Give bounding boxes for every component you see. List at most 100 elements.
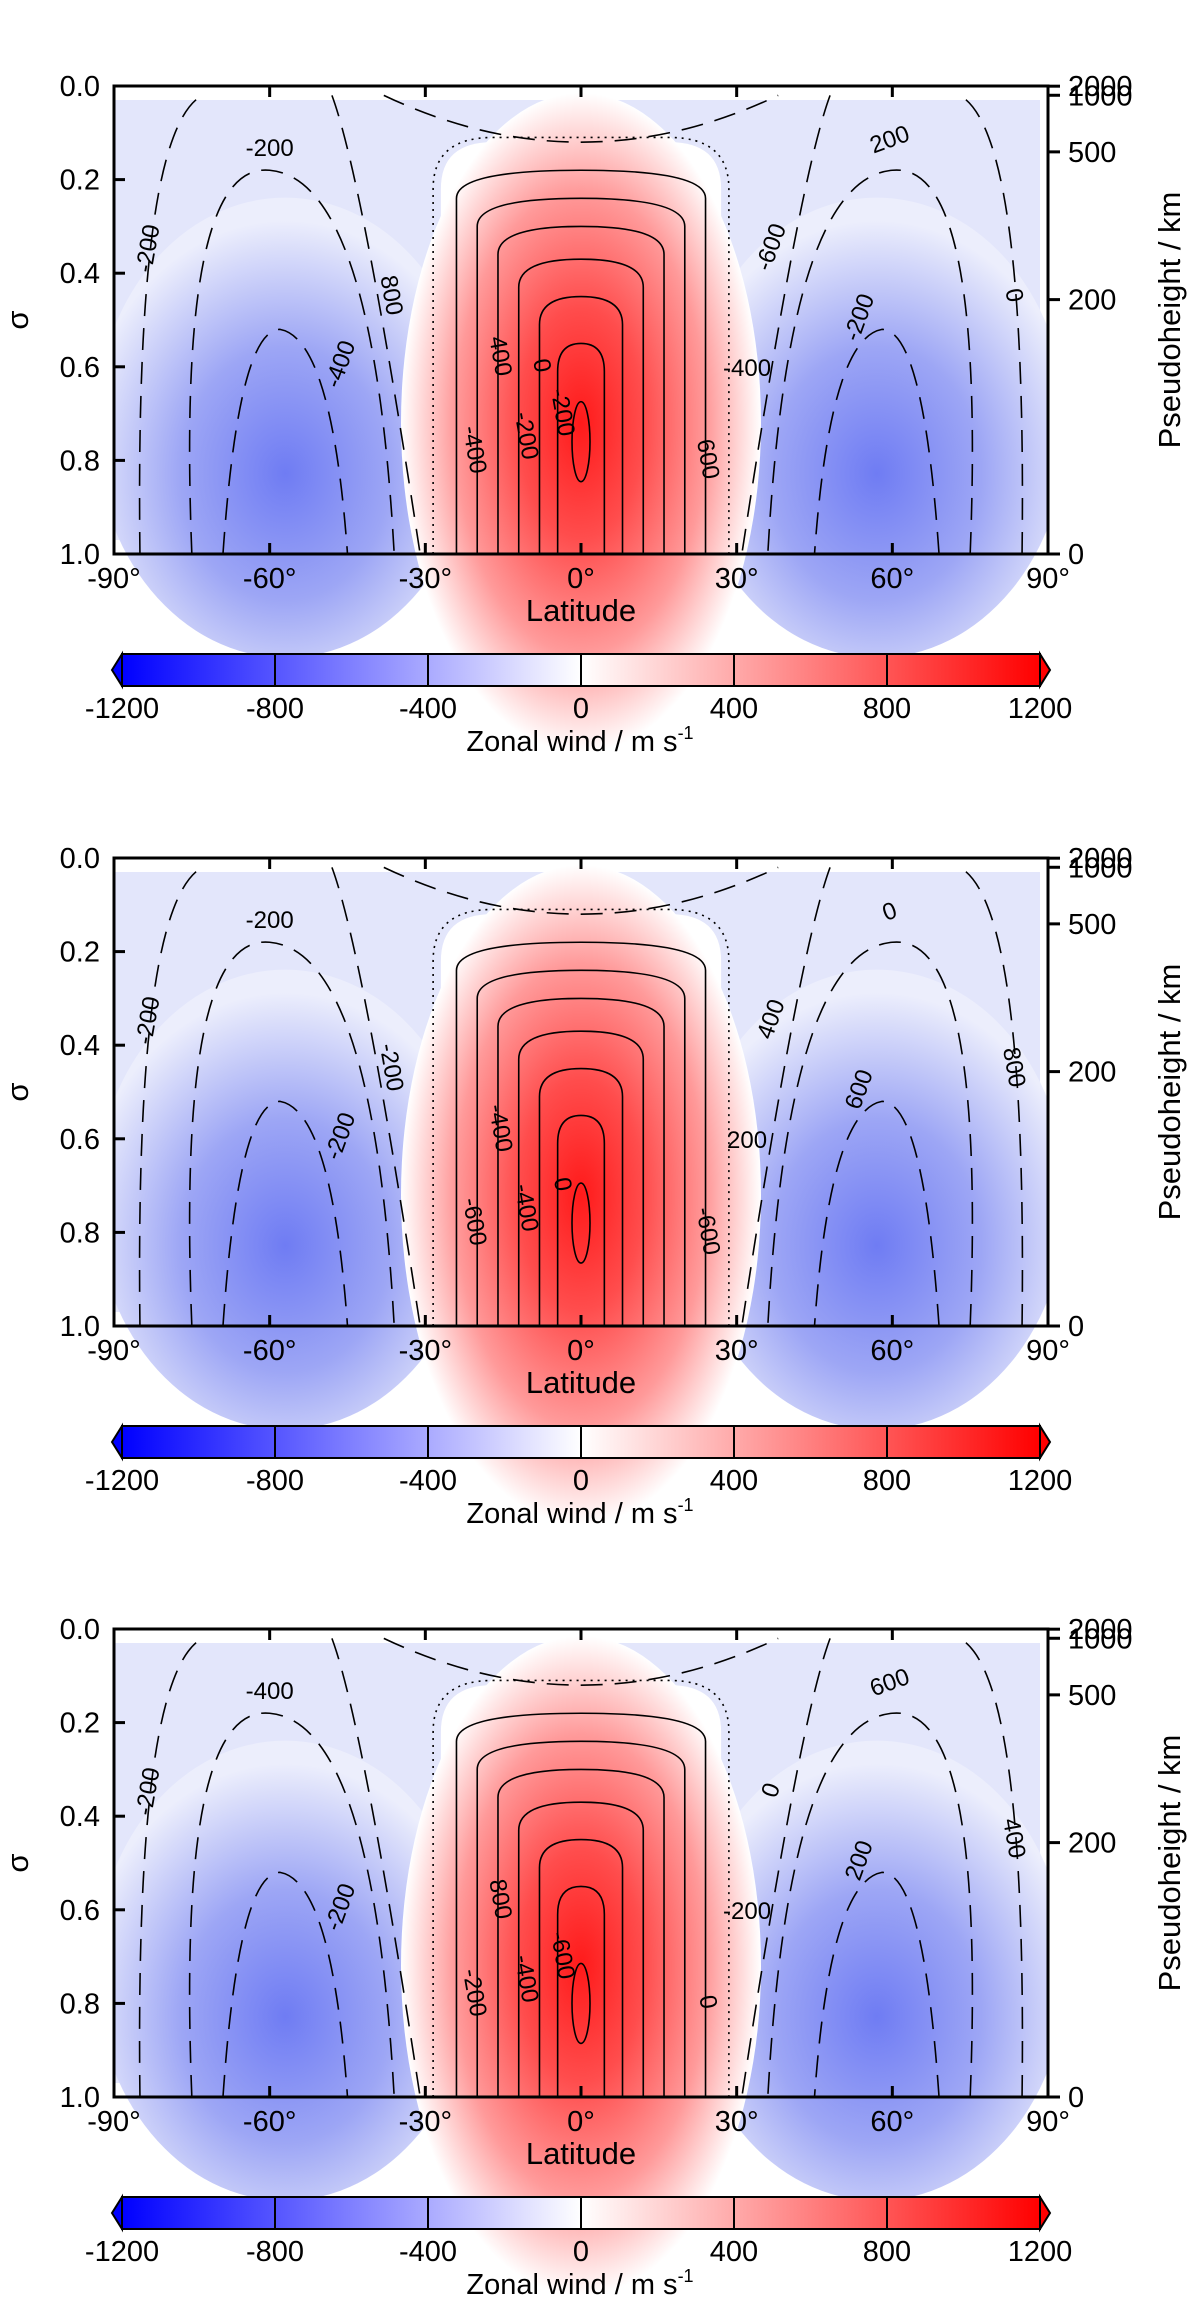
contour-label: -200 — [723, 1898, 771, 1925]
contour-label: -200 — [246, 907, 294, 934]
y2-tick-label: 500 — [1068, 909, 1116, 941]
contour-westerly-4 — [517, 1030, 645, 1326]
x-tick-label: 30° — [715, 1335, 759, 1367]
contour-westerly-2 — [476, 969, 686, 1326]
x-axis-label: Latitude — [526, 1365, 636, 1400]
y-tick-label: 0.0 — [60, 843, 100, 875]
contour-westerly-5 — [538, 1067, 624, 1326]
contour-easterly-arch-north — [767, 169, 974, 555]
y-tick-label: 0.6 — [60, 352, 100, 384]
x-tick-label: 30° — [715, 563, 759, 595]
y-axis-label: σ — [0, 310, 35, 329]
x-tick-label: -60° — [243, 563, 297, 595]
y-tick-label: 0.4 — [60, 1030, 100, 1062]
contour-easterly-core-south — [222, 1871, 349, 2098]
y2-axis-label: Pseudoheight / km — [1152, 192, 1187, 449]
colorbar-label-text: Zonal wind / m s — [466, 726, 677, 758]
jet-core — [401, 864, 761, 1525]
contour-westerly-3 — [497, 225, 665, 554]
x-tick-label: -60° — [243, 1335, 297, 1367]
y2-tick-label: 1000 — [1068, 80, 1133, 112]
x-tick-label: -90° — [87, 563, 141, 595]
contour-westerly-3 — [497, 1768, 665, 2097]
contour-easterly-arch-south — [188, 169, 395, 555]
contour-jet-max — [571, 1962, 591, 2045]
colorbar-tick-label: 800 — [863, 2236, 911, 2268]
contour-label: -400 — [723, 355, 771, 382]
contour-easterly-arch-south — [188, 1712, 395, 2098]
y-tick-label: 0.6 — [60, 1124, 100, 1156]
x-tick-label: 90° — [1026, 1335, 1070, 1367]
x-tick-label: 0° — [567, 2106, 595, 2138]
easterly-cell-south — [114, 969, 476, 1430]
y-tick-label: 1.0 — [60, 1311, 100, 1343]
easterly-cell-south — [114, 197, 476, 658]
colorbar-tick-label: -800 — [246, 693, 304, 725]
colorbar-tick-label: -800 — [246, 2236, 304, 2268]
y2-tick-label: 200 — [1068, 1828, 1116, 1860]
contour-label: 0 — [527, 357, 556, 375]
y-tick-label: 0.4 — [60, 258, 100, 290]
contour-label: -200 — [246, 135, 294, 162]
contours — [138, 1637, 1024, 2098]
contour-easterly-outer-south — [138, 866, 203, 1327]
x-tick-label: -30° — [399, 2106, 453, 2138]
y2-tick-label: 500 — [1068, 1680, 1116, 1712]
x-tick-label: 60° — [870, 1335, 914, 1367]
y-tick-label: 0.8 — [60, 1988, 100, 2020]
panel-1: -200-400-200-400 -200 -200-400-600-200 0200… — [0, 71, 1187, 758]
contour-westerly-1 — [455, 169, 707, 554]
y2-tick-label: 1000 — [1068, 1623, 1133, 1655]
x-tick-label: 90° — [1026, 2106, 1070, 2138]
colorbar-label-superscript: -1 — [678, 2266, 694, 2286]
colorbar-tick-label: -1200 — [85, 1465, 159, 1497]
y-tick-label: 0.2 — [60, 165, 100, 197]
y2-axis-label: Pseudoheight / km — [1152, 964, 1187, 1221]
contour-westerly-6 — [556, 342, 606, 554]
contour-label: 0 — [548, 1175, 577, 1193]
contour-easterly-outer-north — [959, 866, 1024, 1327]
contour-upper-cap — [383, 94, 779, 143]
x-tick-label: -30° — [399, 1335, 453, 1367]
y-axis-label: σ — [0, 1082, 35, 1101]
contour-westerly-4 — [517, 258, 645, 554]
y-tick-label: 0.8 — [60, 1217, 100, 1249]
x-tick-label: -60° — [243, 2106, 297, 2138]
wind-field — [114, 858, 1048, 1525]
y2-tick-label: 2000 — [1068, 843, 1133, 875]
x-tick-label: -30° — [399, 563, 453, 595]
contour-label: 0 — [999, 286, 1028, 304]
colorbar-tick-label: 1200 — [1008, 2236, 1073, 2268]
colorbar-tick-label: -400 — [399, 2236, 457, 2268]
colorbar-extend-high — [1039, 650, 1052, 690]
contour-easterly-core-north — [813, 1871, 940, 2098]
contour-jet-max — [571, 400, 591, 483]
y-tick-label: 0.6 — [60, 1895, 100, 1927]
x-tick-label: 60° — [870, 563, 914, 595]
x-tick-label: 0° — [567, 563, 595, 595]
contour-easterly-core-north — [813, 328, 940, 555]
contour-easterly-outer-south — [138, 94, 203, 555]
x-tick-label: 30° — [715, 2106, 759, 2138]
y-axis-label: σ — [0, 1853, 35, 1872]
contour-label: 0 — [693, 1993, 722, 2011]
colorbar-tick-label: 1200 — [1008, 693, 1073, 725]
contour-easterly-arch-south — [188, 941, 395, 1327]
colorbar-label-text: Zonal wind / m s — [466, 1498, 677, 1530]
colorbar-label: Zonal wind / m s-1 — [466, 1495, 693, 1530]
contours — [138, 94, 1024, 555]
colorbar-tick-label: 800 — [863, 1465, 911, 1497]
y2-tick-label: 200 — [1068, 1057, 1116, 1089]
y-tick-label: 1.0 — [60, 2082, 100, 2114]
colorbar-extend-high — [1039, 2193, 1052, 2233]
contour-westerly-1 — [455, 1712, 707, 2097]
contour-upper-cap — [383, 1637, 779, 1686]
y2-tick-label: 0 — [1068, 2082, 1084, 2114]
y2-tick-label: 2000 — [1068, 1614, 1133, 1646]
contour-label: -400 — [246, 1678, 294, 1705]
y-tick-label: 0.0 — [60, 1614, 100, 1646]
colorbar-tick-label: 400 — [710, 2236, 758, 2268]
colorbar-tick-label: -1200 — [85, 693, 159, 725]
